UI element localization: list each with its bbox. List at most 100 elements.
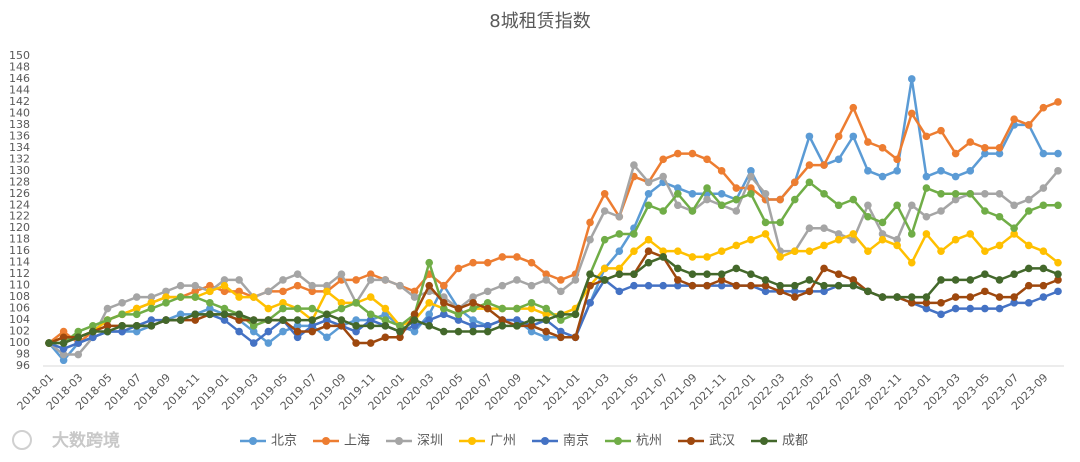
legend-marker [395, 437, 403, 445]
data-point [103, 327, 112, 336]
data-point [878, 235, 887, 244]
data-point [981, 207, 989, 215]
data-point [1039, 103, 1048, 112]
data-point [586, 281, 594, 290]
data-point [922, 230, 931, 238]
data-point [264, 327, 273, 336]
data-point [279, 276, 287, 284]
data-point [308, 287, 317, 296]
data-point [1024, 195, 1033, 204]
data-point [308, 322, 317, 330]
series-line [49, 255, 1059, 345]
data-point [264, 316, 273, 324]
data-point [703, 253, 711, 261]
data-point [191, 310, 200, 319]
data-point [864, 138, 872, 146]
series-line [48, 77, 1058, 362]
data-point [162, 287, 170, 296]
data-point [206, 304, 214, 313]
data-point [132, 310, 141, 319]
data-point [834, 281, 843, 290]
y-tick-label: 126 [9, 187, 30, 200]
data-point [220, 287, 229, 296]
data-point [176, 310, 185, 319]
data-point [366, 339, 375, 347]
data-point [761, 287, 770, 296]
data-point [571, 276, 580, 284]
data-point [454, 264, 463, 273]
data-point [907, 293, 916, 301]
data-point [220, 281, 229, 290]
data-point [951, 172, 960, 181]
data-point [688, 281, 697, 290]
data-point [279, 316, 287, 324]
legend-label: 武汉 [709, 434, 735, 449]
data-point [542, 304, 550, 313]
data-point [644, 178, 653, 187]
data-point [747, 235, 755, 244]
data-point [981, 144, 989, 152]
data-point [557, 327, 565, 336]
data-point [396, 327, 404, 336]
data-point [235, 293, 243, 301]
data-point [366, 316, 375, 324]
data-point [966, 293, 975, 301]
data-point [118, 310, 126, 319]
data-point [834, 132, 843, 141]
data-point [1024, 299, 1033, 307]
data-point [732, 264, 741, 273]
data-point [513, 322, 521, 330]
data-point [703, 184, 711, 192]
data-point [366, 322, 375, 330]
data-point [864, 287, 872, 296]
data-point [571, 310, 580, 319]
data-point [659, 207, 667, 215]
data-point [703, 270, 711, 278]
data-point [805, 161, 814, 169]
data-point [849, 132, 858, 141]
data-point [1024, 241, 1033, 250]
data-point [206, 299, 214, 307]
data-point [717, 270, 726, 278]
data-point [981, 287, 989, 296]
data-point [206, 287, 214, 296]
data-point [717, 189, 726, 198]
data-point [557, 276, 565, 284]
data-point [469, 322, 477, 330]
data-point [235, 276, 243, 284]
data-point [893, 155, 901, 164]
data-point [191, 287, 200, 296]
data-point [600, 235, 609, 244]
data-point [410, 316, 419, 324]
data-point [381, 333, 390, 342]
data-point [951, 189, 960, 198]
data-point [498, 322, 507, 330]
legend-label: 南京 [563, 433, 589, 449]
data-point [864, 247, 872, 255]
data-point [907, 75, 916, 83]
data-point [864, 167, 872, 175]
data-point [834, 270, 843, 278]
data-point [907, 299, 916, 307]
data-point [483, 287, 492, 296]
y-tick-label: 130 [9, 164, 30, 177]
data-point [557, 316, 565, 324]
data-point [147, 304, 156, 313]
data-point [747, 167, 755, 175]
data-point [747, 281, 755, 290]
data-point [279, 299, 287, 307]
data-point [337, 270, 346, 278]
data-point [659, 281, 667, 290]
data-point [352, 316, 360, 324]
data-point [981, 304, 989, 313]
data-point [293, 322, 302, 330]
data-point [59, 339, 68, 347]
y-tick-label: 132 [9, 152, 30, 165]
data-point [454, 310, 463, 319]
data-point [995, 144, 1004, 152]
data-point [1039, 201, 1048, 210]
data-point [59, 356, 68, 365]
data-point [790, 293, 799, 301]
data-point [118, 299, 126, 307]
